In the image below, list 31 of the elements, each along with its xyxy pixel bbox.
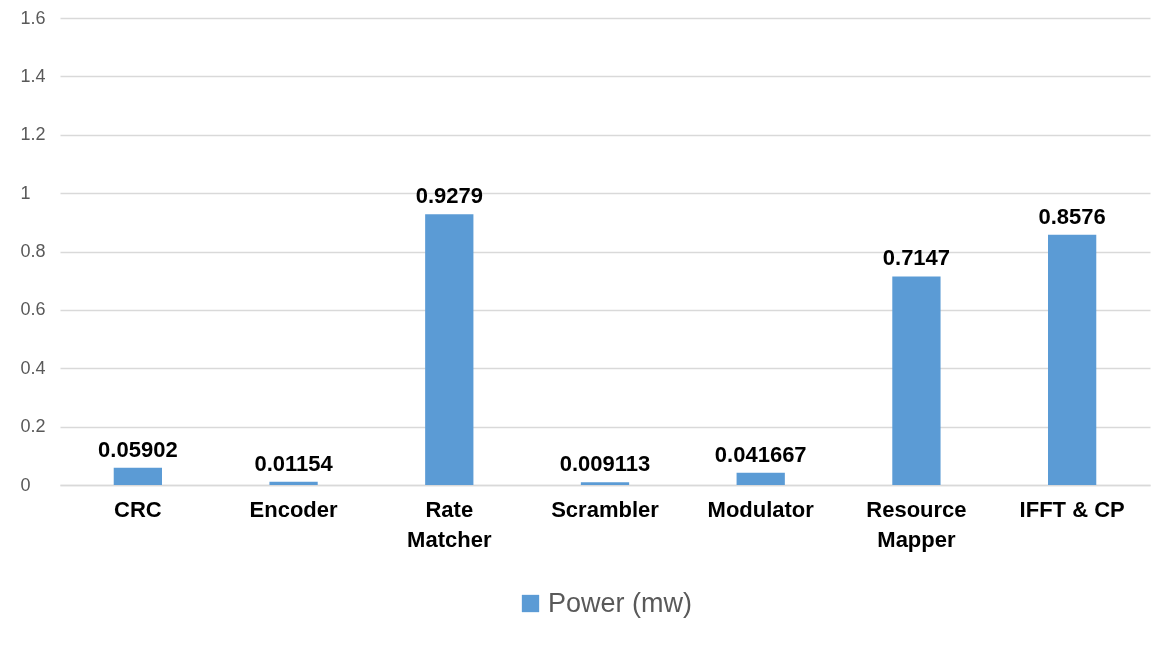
x-tick-label: Rate Matcher: [407, 496, 492, 552]
y-tick-label: 0.8: [20, 241, 46, 261]
y-tick-label: 1.6: [20, 7, 46, 28]
x-tick-label: Resource Mapper: [866, 496, 967, 552]
x-tick-label: Scrambler: [551, 496, 660, 522]
data-label: 0.7147: [882, 245, 951, 271]
data-label: 0.9279: [415, 183, 483, 209]
y-tick-label: 0.2: [20, 416, 46, 437]
bar: [425, 214, 474, 485]
y-tick-label: 0.4: [20, 357, 46, 378]
data-label: 0.041667: [714, 441, 807, 467]
y-tick-label: 1.4: [20, 65, 46, 86]
y-tick-label: 1.2: [20, 124, 46, 145]
bar: [269, 481, 318, 485]
legend-label: Power (mw): [548, 587, 693, 618]
y-tick-label: 1: [20, 182, 31, 203]
x-tick-label: IFFT & CP: [1019, 496, 1125, 522]
x-tick-label: Modulator: [707, 496, 815, 522]
x-tick-label: Encoder: [249, 496, 339, 522]
y-tick-label: 0.6: [20, 299, 46, 320]
x-tick-label: CRC: [114, 496, 162, 522]
data-label: 0.01154: [254, 450, 334, 476]
data-label: 0.05902: [98, 436, 178, 462]
data-label: 0.009113: [559, 451, 651, 477]
data-label: 0.8576: [1038, 203, 1106, 229]
bar: [1048, 234, 1097, 485]
bar: [892, 276, 941, 485]
bar: [113, 467, 162, 485]
bar: [736, 472, 785, 485]
y-tick-label: 0: [20, 474, 31, 495]
bar: [580, 482, 630, 485]
